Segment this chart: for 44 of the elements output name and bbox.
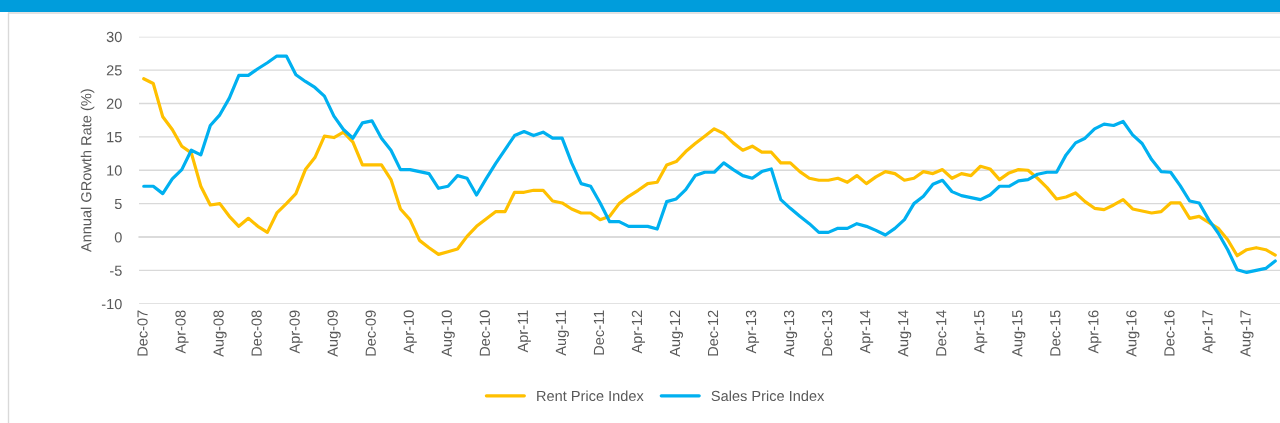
y-axis-title: Annual GRowth Rate (%): [80, 89, 95, 253]
legend-label: Rent Price Index: [537, 390, 644, 402]
x-tick-label: Dec-10: [479, 310, 490, 356]
x-tick-label: Dec-07: [137, 310, 148, 356]
x-tick-label: Aug-08: [213, 310, 227, 357]
x-tick-label: Dec-16: [1164, 310, 1175, 356]
x-tick-label: Aug-09: [327, 310, 341, 357]
line-series: [142, 77, 1277, 258]
x-tick-label: Dec-14: [936, 310, 947, 356]
line-series: [142, 54, 1277, 275]
x-tick-label: Dec-08: [251, 310, 262, 356]
y-tick-label: 0: [114, 232, 122, 243]
x-tick-label: Aug-10: [441, 310, 455, 357]
y-tick-label: -10: [101, 298, 122, 310]
x-tick-label: Aug-16: [1126, 310, 1140, 357]
x-tick-label: Dec-12: [707, 310, 719, 356]
x-tick-label: Apr-14: [860, 310, 874, 354]
y-tick-label: 5: [114, 198, 122, 210]
x-tick-label: Dec-15: [1050, 310, 1061, 356]
x-tick-label: Apr-08: [175, 310, 189, 354]
y-tick-label: -5: [110, 265, 122, 276]
x-tick-label: Apr-12: [631, 310, 645, 354]
x-tick-label: Aug-12: [669, 310, 684, 357]
x-tick-label: Aug-14: [898, 310, 912, 357]
x-tick-label: Dec-13: [821, 310, 833, 356]
x-tick-label: Apr-13: [745, 310, 760, 354]
y-tick-label: 10: [107, 165, 122, 176]
x-tick-label: Aug-15: [1012, 310, 1026, 357]
y-tick-label: 15: [107, 132, 122, 143]
x-tick-label: Apr-16: [1088, 310, 1102, 354]
x-tick-label: Apr-15: [974, 310, 988, 354]
x-tick-label: Dec-11: [593, 310, 605, 355]
x-tick-label: Apr-09: [289, 310, 303, 354]
y-tick-label: 25: [106, 65, 122, 76]
x-tick-label: Aug-13: [783, 310, 798, 357]
x-tick-label: Aug-17: [1240, 310, 1254, 357]
y-tick-label: 30: [106, 31, 122, 43]
legend-label: Sales Price Index: [711, 390, 825, 402]
x-tick-label: Dec-09: [365, 310, 376, 356]
x-tick-label: Aug-11: [555, 310, 569, 356]
x-tick-label: Apr-17: [1202, 310, 1216, 354]
x-tick-label: Apr-11: [517, 310, 531, 353]
x-tick-label: Apr-10: [403, 310, 417, 354]
y-tick-label: 20: [106, 98, 122, 109]
